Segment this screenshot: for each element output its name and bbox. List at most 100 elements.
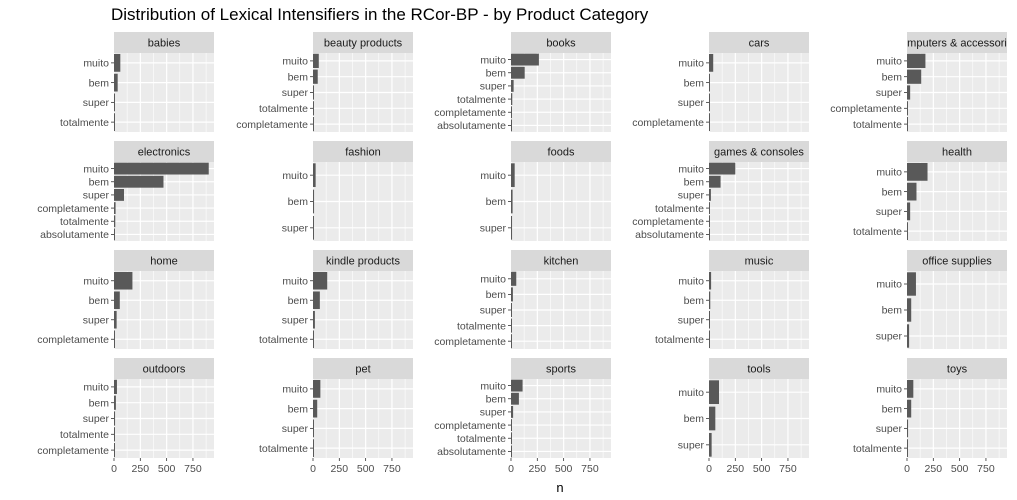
y-tick-label: super: [83, 413, 110, 425]
facet-panel: health muito bem super totalmente: [853, 141, 1007, 241]
y-tick-label: bem: [486, 393, 507, 405]
facet-strip-label: books: [546, 38, 576, 50]
y-tick-label: super: [678, 440, 705, 452]
bar: [907, 53, 926, 69]
bar: [709, 380, 719, 405]
bar: [511, 334, 512, 349]
y-tick-label: muito: [480, 274, 506, 286]
y-tick-label: muito: [83, 382, 109, 394]
x-tick-label: 0: [310, 463, 316, 475]
y-tick-label: completamente: [434, 336, 506, 348]
facet-strip-label: outdoors: [143, 364, 186, 376]
bar: [709, 113, 710, 132]
bar: [511, 445, 512, 458]
x-tick-label: 250: [925, 463, 943, 475]
y-tick-label: totalmente: [259, 443, 308, 455]
bar: [511, 189, 513, 214]
bar: [907, 85, 911, 100]
y-tick-label: super: [876, 206, 903, 218]
y-tick-label: absolutamente: [437, 446, 506, 458]
y-tick-label: muito: [480, 54, 506, 66]
y-tick-label: super: [282, 87, 309, 99]
y-tick-label: super: [876, 423, 903, 435]
bar: [313, 291, 320, 310]
bar: [709, 215, 710, 228]
bar: [114, 427, 115, 442]
y-tick-label: totalmente: [259, 103, 308, 115]
y-tick-label: muito: [480, 170, 506, 182]
bar: [114, 442, 115, 458]
facet-panel: music muito bem super totalmente: [655, 250, 809, 349]
bar: [511, 419, 512, 432]
y-tick-label: muito: [282, 275, 308, 287]
y-tick-label: bem: [288, 71, 309, 83]
facet-strip-label: toys: [947, 364, 968, 376]
plot-background: [709, 162, 809, 241]
y-tick-label: bem: [684, 413, 705, 425]
plot-background: [511, 53, 611, 132]
y-tick-label: muito: [83, 58, 109, 70]
bar: [313, 310, 315, 329]
y-tick-label: bem: [684, 176, 705, 188]
y-tick-label: totalmente: [60, 216, 109, 228]
facet-strip-label: health: [942, 147, 972, 159]
bar: [114, 53, 121, 72]
bar: [511, 287, 513, 302]
y-tick-label: completamente: [37, 445, 109, 457]
facet-panel: outdoors muito bem super totalmente completam…: [37, 358, 214, 475]
y-tick-label: bem: [288, 295, 309, 307]
bar: [313, 163, 316, 188]
y-tick-label: bem: [882, 186, 903, 198]
facet-strip-label: home: [150, 256, 178, 268]
y-tick-label: totalmente: [259, 334, 308, 346]
y-tick-label: completamente: [37, 203, 109, 215]
bar: [709, 291, 711, 310]
bar: [907, 379, 914, 398]
x-tick-label: 0: [706, 463, 712, 475]
bar: [114, 395, 116, 410]
y-tick-label: muito: [480, 380, 506, 392]
bar: [313, 379, 321, 398]
y-tick-label: super: [480, 81, 507, 93]
bar: [709, 53, 714, 72]
y-tick-label: totalmente: [457, 94, 506, 106]
bar: [511, 93, 513, 106]
y-tick-label: totalmente: [457, 320, 506, 332]
bar: [114, 310, 117, 329]
y-tick-label: super: [876, 87, 903, 99]
facet-strip-label: kindle products: [326, 256, 400, 268]
facet-strip: [907, 32, 1007, 53]
x-tick-label: 0: [508, 463, 514, 475]
facet-panel: cars muito bem super completamente: [632, 32, 809, 132]
facet-strip: [313, 141, 413, 162]
bar: [907, 439, 908, 458]
bar: [313, 116, 314, 132]
y-tick-label: muito: [678, 163, 704, 175]
bar: [114, 175, 164, 188]
y-tick-label: bem: [89, 77, 110, 89]
y-tick-label: super: [83, 190, 110, 202]
bar: [907, 202, 911, 221]
y-tick-label: absolutamente: [40, 229, 109, 241]
bar: [313, 419, 314, 438]
y-tick-label: bem: [288, 403, 309, 415]
bar: [709, 188, 711, 201]
facet-strip: [511, 358, 611, 379]
bar: [114, 379, 117, 395]
facet-strip-label: electronics: [138, 147, 191, 159]
x-tick-label: 750: [977, 463, 995, 475]
facet-strip-label: pet: [355, 364, 370, 376]
bar: [907, 222, 908, 241]
facet-strip-label: kitchen: [544, 256, 579, 268]
bar: [313, 189, 315, 214]
facet-strip: [313, 250, 413, 271]
y-tick-label: muito: [876, 279, 902, 291]
bar: [907, 324, 910, 348]
bar: [313, 85, 314, 100]
